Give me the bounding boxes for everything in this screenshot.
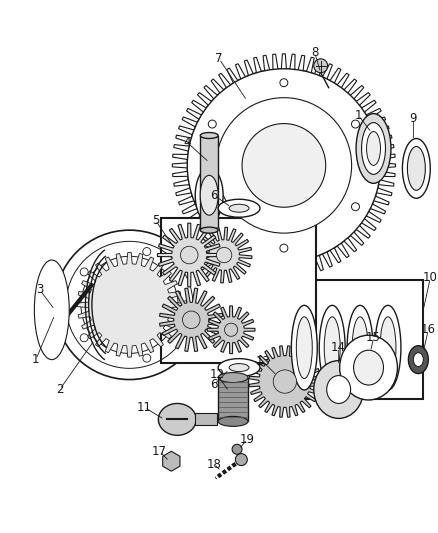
Circle shape (80, 268, 88, 276)
Ellipse shape (367, 132, 381, 165)
Ellipse shape (362, 123, 385, 174)
Ellipse shape (297, 317, 312, 378)
Ellipse shape (218, 359, 260, 377)
Circle shape (351, 203, 360, 211)
Circle shape (187, 69, 381, 262)
Text: 3: 3 (36, 284, 43, 296)
Circle shape (183, 311, 200, 328)
Ellipse shape (413, 353, 424, 367)
Polygon shape (162, 451, 180, 471)
Circle shape (208, 120, 216, 128)
Circle shape (235, 454, 247, 466)
Ellipse shape (218, 416, 248, 426)
Circle shape (208, 203, 216, 211)
Polygon shape (157, 223, 221, 287)
Ellipse shape (200, 227, 218, 233)
Polygon shape (207, 306, 255, 353)
Text: 19: 19 (240, 433, 254, 446)
Circle shape (216, 247, 232, 263)
Text: 10: 10 (423, 271, 438, 285)
Bar (161, 218, 316, 362)
Circle shape (273, 370, 297, 393)
Polygon shape (249, 346, 321, 417)
Ellipse shape (324, 317, 340, 378)
Text: 7: 7 (215, 52, 223, 66)
Ellipse shape (218, 373, 248, 383)
Circle shape (225, 323, 238, 336)
Ellipse shape (408, 346, 428, 374)
Circle shape (280, 79, 288, 87)
Text: 18: 18 (207, 458, 222, 471)
Text: 8: 8 (311, 46, 318, 59)
Ellipse shape (159, 403, 196, 435)
Text: 13: 13 (255, 355, 270, 368)
Circle shape (55, 230, 204, 379)
Text: 17: 17 (152, 445, 167, 458)
Ellipse shape (353, 350, 384, 385)
Circle shape (216, 98, 352, 233)
Bar (218, 377, 248, 422)
Text: 16: 16 (421, 323, 436, 336)
Ellipse shape (195, 168, 223, 223)
Ellipse shape (347, 305, 373, 390)
Text: 5: 5 (152, 214, 159, 227)
Circle shape (143, 354, 151, 362)
Ellipse shape (42, 282, 62, 338)
Ellipse shape (314, 361, 364, 418)
Text: 14: 14 (331, 341, 346, 354)
Ellipse shape (200, 133, 218, 139)
Text: 2: 2 (56, 383, 64, 396)
Polygon shape (77, 253, 182, 357)
Ellipse shape (407, 147, 425, 190)
Ellipse shape (352, 317, 368, 378)
Circle shape (180, 246, 198, 264)
Ellipse shape (229, 204, 249, 212)
Circle shape (80, 334, 88, 342)
Bar (200, 135, 218, 230)
Ellipse shape (327, 376, 350, 403)
Ellipse shape (291, 305, 317, 390)
Circle shape (314, 59, 328, 73)
Ellipse shape (218, 199, 260, 217)
Ellipse shape (229, 364, 249, 372)
Ellipse shape (380, 317, 396, 378)
Text: 6: 6 (210, 378, 218, 391)
Text: 15: 15 (366, 331, 381, 344)
Ellipse shape (319, 305, 345, 390)
Bar (269, 280, 424, 399)
Ellipse shape (34, 260, 69, 360)
Text: 6: 6 (210, 189, 218, 202)
Circle shape (232, 445, 242, 454)
Ellipse shape (200, 175, 218, 215)
Text: 1: 1 (32, 353, 39, 366)
Text: 1: 1 (355, 109, 362, 122)
Polygon shape (196, 227, 252, 283)
Text: 4: 4 (184, 136, 191, 149)
Circle shape (143, 247, 151, 255)
Ellipse shape (356, 114, 391, 183)
Text: 12: 12 (210, 368, 225, 381)
Text: 11: 11 (137, 401, 152, 414)
Text: 9: 9 (410, 112, 417, 125)
Polygon shape (159, 288, 223, 351)
Bar (195, 414, 217, 425)
Ellipse shape (375, 305, 401, 390)
Circle shape (280, 244, 288, 252)
Circle shape (351, 120, 360, 128)
Ellipse shape (339, 335, 397, 400)
Circle shape (181, 301, 190, 309)
Ellipse shape (403, 139, 430, 198)
Circle shape (242, 124, 326, 207)
Polygon shape (172, 54, 396, 277)
Ellipse shape (38, 270, 66, 350)
